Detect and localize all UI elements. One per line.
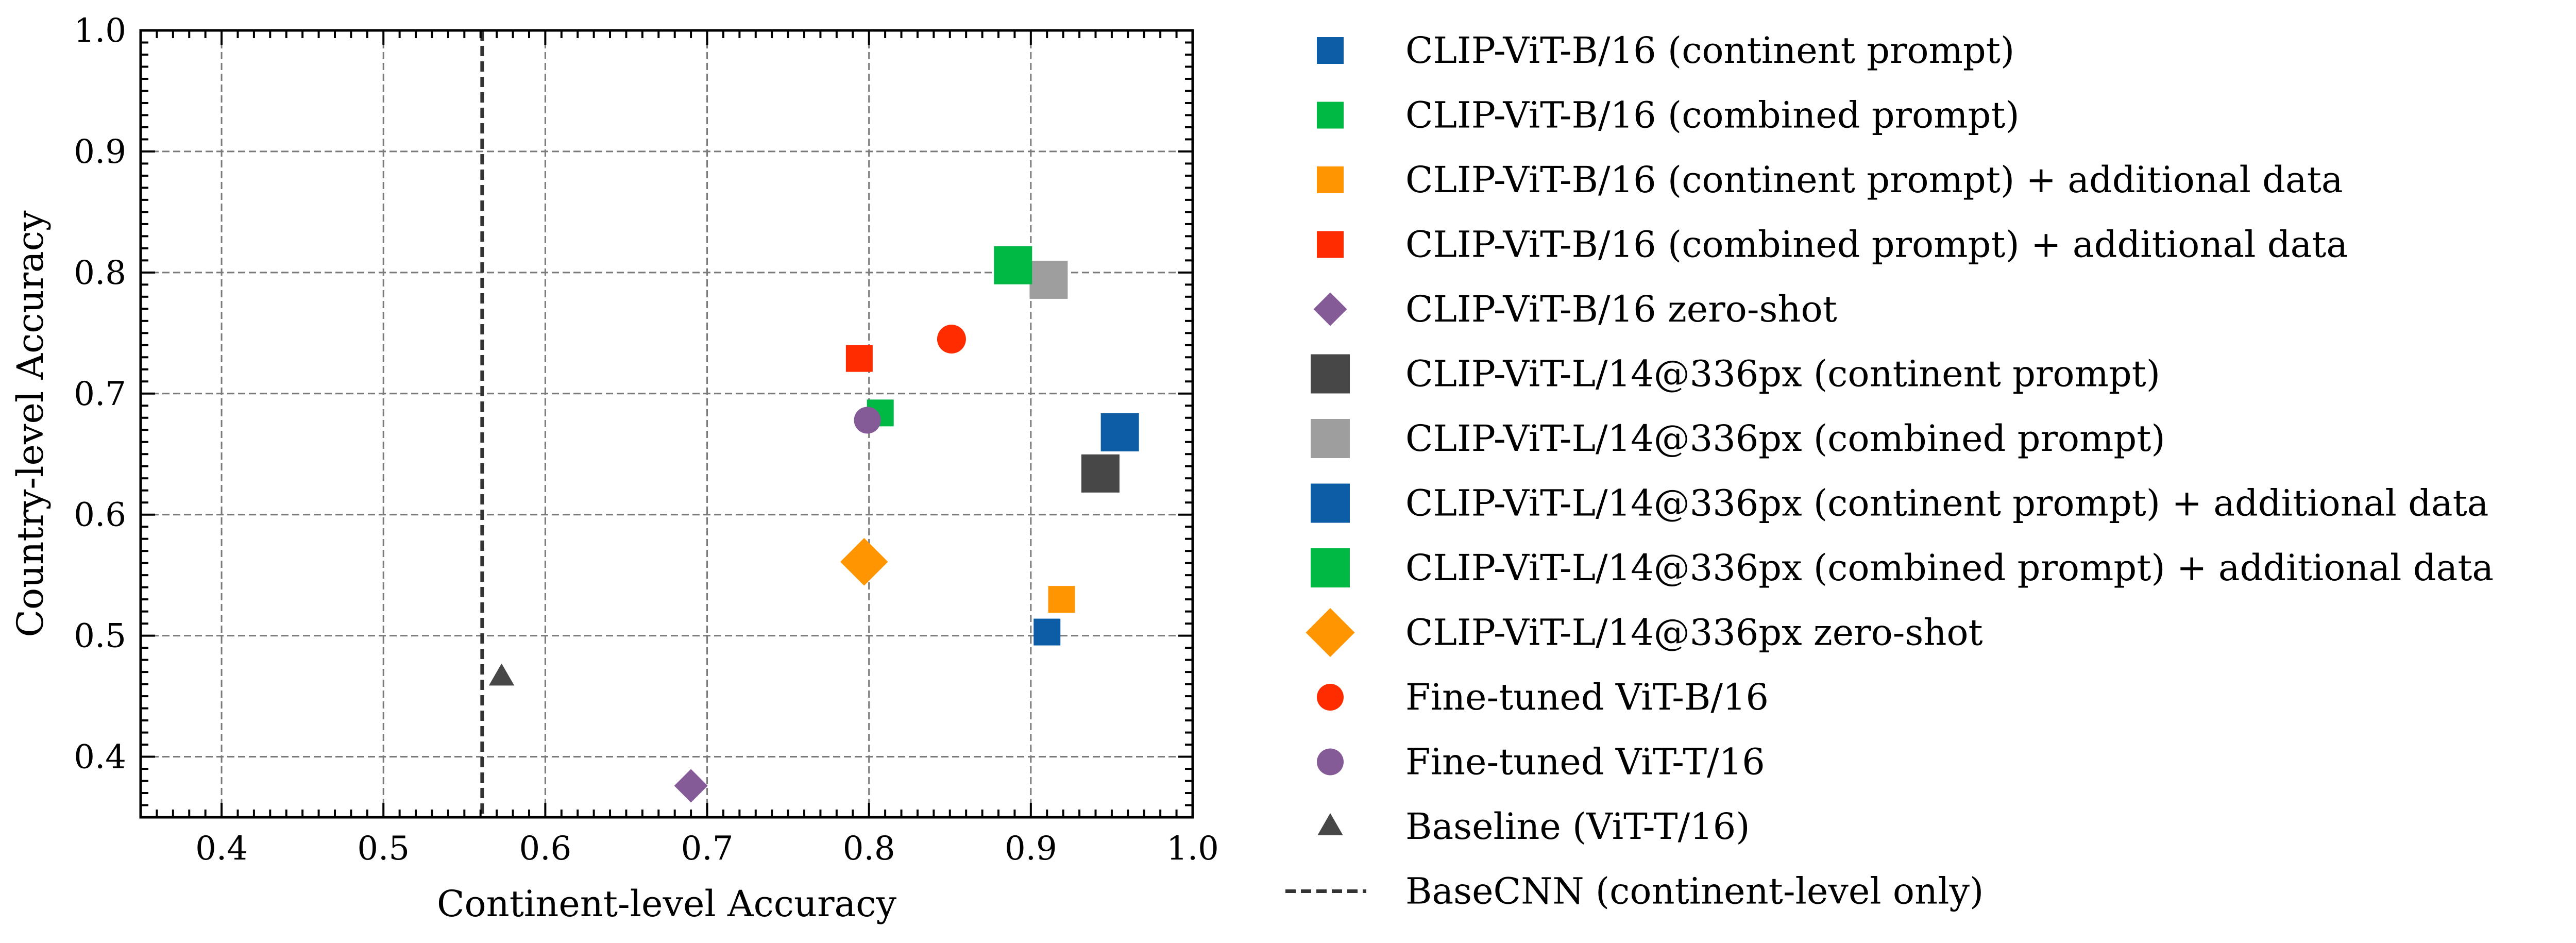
y-tick-label: 0.9 (74, 133, 126, 171)
legend-marker (1317, 748, 1344, 776)
y-tick-labels: 0.4 0.5 0.6 0.7 0.8 0.9 1.0 (74, 12, 126, 777)
legend-label: CLIP-ViT-L/14@336px (combined prompt) + … (1405, 547, 2494, 589)
data-point (840, 538, 888, 586)
legend-marker (1317, 166, 1344, 193)
legend-marker (1317, 684, 1344, 711)
legend-label: CLIP-ViT-L/14@336px (combined prompt) (1405, 417, 2165, 460)
data-point (1100, 413, 1139, 451)
legend-label: CLIP-ViT-L/14@336px zero-shot (1405, 612, 1983, 654)
y-tick-label: 0.6 (74, 496, 126, 534)
y-tick-label: 0.4 (74, 738, 126, 777)
y-tick-label: 0.5 (74, 617, 126, 655)
data-point (994, 246, 1032, 284)
data-point (674, 769, 708, 803)
y-tick-label: 1.0 (74, 12, 126, 50)
y-tick-label: 0.8 (74, 254, 126, 292)
legend-marker (1313, 292, 1347, 326)
legend-marker (1317, 37, 1344, 64)
data-point (488, 663, 515, 686)
legend-label: CLIP-ViT-B/16 (combined prompt) + additi… (1405, 224, 2348, 266)
x-tick-label: 0.6 (519, 830, 571, 868)
legend-label: BaseCNN (continent-level only) (1405, 870, 1984, 913)
legend-marker (1306, 608, 1355, 657)
x-tick-labels: 0.4 0.5 0.6 0.7 0.8 0.9 1.0 (195, 830, 1219, 868)
data-point (1029, 260, 1068, 299)
data-markers (488, 246, 1139, 803)
legend-label: CLIP-ViT-B/16 (continent prompt) + addit… (1405, 159, 2343, 201)
legend-label: CLIP-ViT-L/14@336px (continent prompt) (1405, 353, 2160, 395)
x-tick-label: 1.0 (1166, 830, 1219, 868)
plot-frame (139, 29, 1194, 819)
data-point (845, 345, 873, 372)
legend-label: CLIP-ViT-B/16 (combined prompt) (1405, 94, 2020, 137)
x-tick-label: 0.9 (1005, 830, 1057, 868)
legend-label: CLIP-ViT-B/16 zero-shot (1405, 288, 1837, 330)
x-tick-label: 0.5 (357, 830, 410, 868)
legend-marker (1317, 231, 1344, 258)
legend: CLIP-ViT-B/16 (continent prompt) CLIP-ViT… (1285, 29, 2494, 913)
legend-label: Fine-tuned ViT-B/16 (1405, 676, 1769, 718)
plot-area (139, 29, 1194, 819)
legend-marker (1311, 354, 1350, 394)
legend-marker (1311, 548, 1350, 587)
data-point (854, 407, 881, 434)
y-axis-label: Country-level Accuracy (9, 210, 52, 637)
x-tick-label: 0.4 (195, 830, 248, 868)
x-axis-label: Continent-level Accuracy (437, 883, 897, 925)
data-point (937, 325, 966, 354)
legend-label: Fine-tuned ViT-T/16 (1405, 741, 1765, 783)
legend-marker (1311, 483, 1350, 523)
data-point (1033, 618, 1061, 646)
axis-ticks (141, 30, 1193, 817)
legend-label: CLIP-ViT-B/16 (continent prompt) (1405, 29, 2014, 72)
legend-marker (1317, 813, 1343, 835)
x-tick-label: 0.7 (681, 830, 734, 868)
legend-label: CLIP-ViT-L/14@336px (continent prompt) +… (1405, 482, 2489, 525)
legend-marker (1317, 102, 1344, 129)
legend-marker (1311, 419, 1350, 458)
legend-label: Baseline (ViT-T/16) (1405, 805, 1750, 848)
y-tick-label: 0.7 (74, 375, 126, 413)
data-point (1081, 454, 1120, 493)
grid-lines (141, 30, 1193, 817)
data-point (1048, 586, 1075, 613)
x-tick-label: 0.8 (843, 830, 895, 868)
